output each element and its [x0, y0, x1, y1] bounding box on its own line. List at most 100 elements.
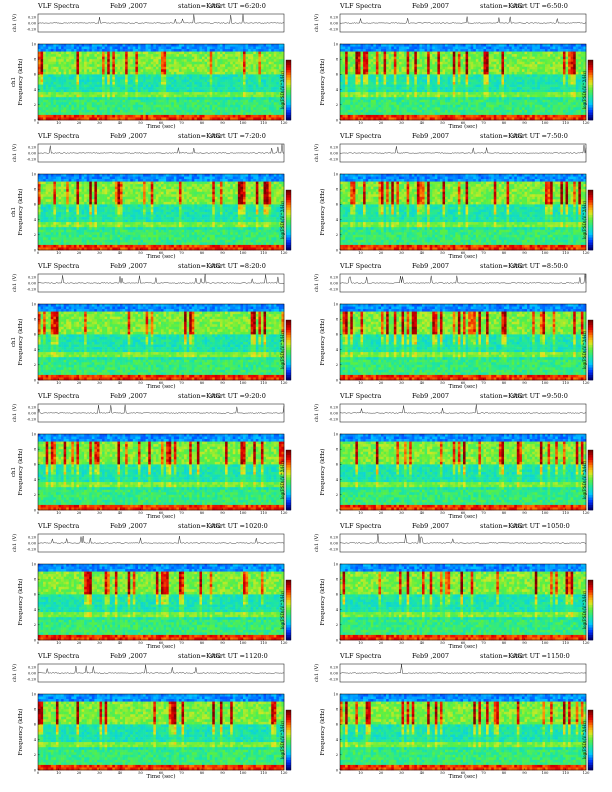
heatmap-cell: [145, 54, 149, 57]
heatmap-cell: [253, 76, 257, 80]
heatmap-cell: [91, 51, 95, 55]
heatmap-cell: [209, 61, 213, 65]
heatmap-cell: [450, 92, 454, 95]
heatmap-cell: [137, 97, 141, 101]
heatmap-cell: [212, 94, 216, 98]
heatmap-cell: [176, 54, 180, 57]
heatmap-cell: [140, 109, 144, 113]
heatmap-cell: [519, 69, 523, 73]
heatmap-cell: [545, 71, 548, 75]
heatmap-cell: [104, 51, 108, 55]
heatmap-cell: [260, 117, 264, 121]
heatmap-cell: [173, 79, 177, 83]
heatmap-cell: [230, 44, 234, 47]
heatmap-cell: [266, 74, 269, 78]
heatmap-cell: [214, 109, 218, 113]
heatmap-cell: [191, 117, 195, 121]
heatmap-cell: [437, 64, 441, 68]
heatmap-cell: [260, 44, 264, 47]
heatmap-cell: [237, 114, 241, 118]
heatmap-cell: [194, 51, 198, 55]
heatmap-cell: [496, 44, 500, 47]
heatmap-cell: [388, 89, 392, 93]
heatmap-cell: [373, 44, 377, 47]
heatmap-cell: [432, 61, 436, 65]
heatmap-cell: [68, 104, 72, 108]
heatmap-cell: [243, 109, 246, 113]
heatmap-cell: [53, 117, 57, 121]
heatmap-cell: [186, 49, 190, 52]
heatmap-cell: [273, 66, 277, 70]
heatmap-cell: [537, 79, 541, 83]
heatmap-cell: [422, 54, 425, 57]
heatmap-cell: [73, 71, 77, 75]
heatmap-cell: [347, 64, 351, 68]
heatmap-cell: [455, 64, 459, 68]
heatmap-cell: [355, 46, 359, 50]
heatmap-cell: [196, 97, 200, 101]
heatmap-cell: [491, 92, 495, 95]
heatmap-cell: [514, 61, 518, 65]
heatmap-cell: [91, 87, 95, 90]
heatmap-cell: [135, 59, 139, 63]
heatmap-cell: [45, 114, 49, 118]
heatmap-cell: [583, 92, 587, 95]
heatmap-cell: [460, 51, 464, 55]
heatmap-cell: [209, 46, 213, 50]
heatmap-cell: [340, 97, 343, 101]
heatmap-cell: [194, 71, 198, 75]
heatmap-cell: [109, 84, 113, 88]
heatmap-cell: [529, 92, 533, 95]
heatmap-cell: [84, 51, 87, 55]
heatmap-cell: [460, 94, 464, 98]
heatmap-cell: [452, 89, 456, 93]
heatmap-cell: [455, 54, 459, 57]
heatmap-cell: [570, 64, 574, 68]
heatmap-cell: [250, 89, 254, 93]
heatmap-cell: [583, 64, 587, 68]
heatmap-cell: [381, 46, 384, 50]
heatmap-cell: [66, 87, 70, 90]
heatmap-cell: [480, 51, 484, 55]
heatmap-cell: [273, 92, 277, 95]
heatmap-cell: [401, 46, 405, 50]
heatmap-cell: [107, 46, 111, 50]
heatmap-cell: [368, 44, 372, 47]
heatmap-cell: [537, 56, 541, 60]
heatmap-cell: [214, 84, 218, 88]
heatmap-cell: [501, 46, 505, 50]
heatmap-cell: [393, 46, 397, 50]
heatmap-cell: [468, 49, 471, 52]
heatmap-cell: [122, 51, 126, 55]
heatmap-cell: [122, 64, 126, 68]
heatmap-cell: [50, 112, 54, 116]
heatmap-cell: [504, 82, 507, 85]
heatmap-cell: [457, 49, 461, 52]
heatmap-cell: [250, 117, 254, 121]
heatmap-cell: [120, 61, 123, 65]
heatmap-cell: [199, 54, 203, 57]
heatmap-cell: [61, 82, 64, 85]
heatmap-cell: [463, 46, 466, 50]
heatmap-cell: [71, 92, 75, 95]
colorbar-swatch: [286, 105, 291, 108]
heatmap-cell: [176, 79, 180, 83]
heatmap-cell: [122, 79, 126, 83]
heatmap-cell: [278, 74, 282, 78]
heatmap-cell: [81, 71, 85, 75]
heatmap-cell: [53, 61, 57, 65]
heatmap-cell: [422, 56, 425, 60]
heatmap-cell: [368, 89, 372, 93]
heatmap-cell: [263, 71, 267, 75]
heatmap-cell: [419, 79, 423, 83]
heatmap-cell: [388, 61, 392, 65]
heatmap-cell: [445, 46, 448, 50]
heatmap-cell: [161, 99, 164, 103]
heatmap-cell: [388, 76, 392, 80]
heatmap-cell: [168, 46, 172, 50]
heatmap-cell: [158, 64, 162, 68]
heatmap-cell: [171, 89, 175, 93]
heatmap-cell: [58, 64, 62, 68]
heatmap-cell: [89, 104, 93, 108]
heatmap-cell: [429, 92, 433, 95]
